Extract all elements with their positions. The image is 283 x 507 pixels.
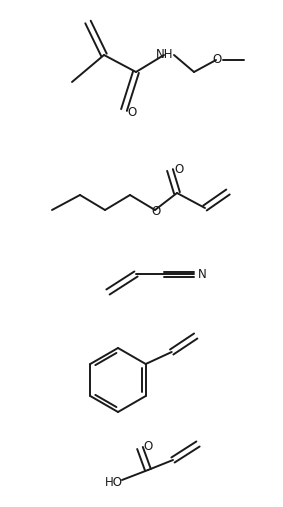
Text: O: O — [127, 105, 137, 119]
Text: O: O — [212, 53, 222, 65]
Text: NH: NH — [156, 48, 174, 60]
Text: O: O — [174, 163, 184, 175]
Text: O: O — [143, 441, 153, 453]
Text: O: O — [151, 204, 161, 218]
Text: HO: HO — [105, 476, 123, 489]
Text: N: N — [198, 268, 206, 280]
